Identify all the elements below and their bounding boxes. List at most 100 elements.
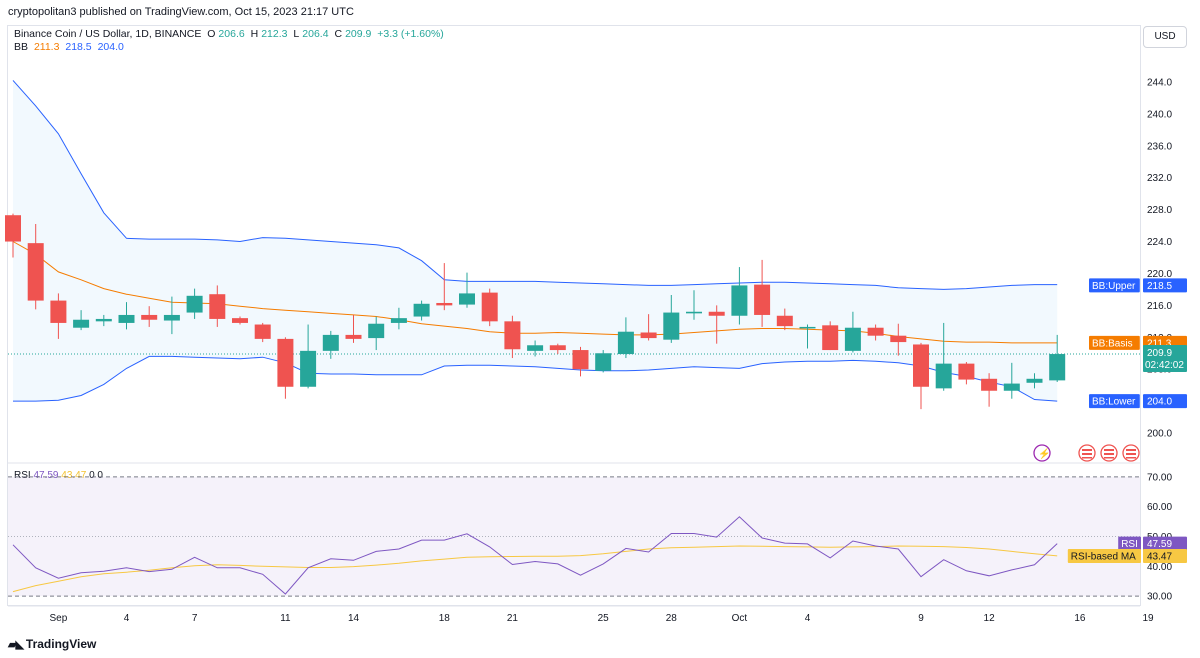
lightning-icon [1033,444,1051,462]
candle-body [776,315,793,327]
bb-lower-line [13,355,1058,402]
candle-body [27,243,44,301]
candle-body [572,350,589,370]
candle [799,324,816,349]
rsi-band-fill [8,476,1140,597]
time-tick-label: 7 [192,613,198,624]
candle-body [232,318,248,323]
bb-basis-tag-label-bg [1089,335,1140,350]
flag-stripe [1082,453,1092,455]
candle [981,373,998,407]
bb-band-fill [13,80,1058,402]
time-tick-label: 18 [439,613,451,624]
last-price-tag: 209.9 [1147,348,1172,359]
ohlc: O 206.6 H 212.3 L 206.4 C 209.9 +3.3 (+1.60%… [207,28,447,40]
rsi-ma-tag-value: 43.47 [1147,551,1172,562]
candle-body [504,321,521,350]
bb-label: BB [14,41,29,53]
rsi-ma-tag-label: RSI-based MA [1071,551,1136,562]
bb-lower-tag-label-bg [1089,394,1140,409]
time-tick-label: 9 [918,613,924,624]
candle-body [459,293,475,305]
time-tick-label: 4 [124,613,130,624]
price-tick-label: 228.0 [1147,205,1172,216]
candle-body [436,302,453,306]
bb-upper-tag-label: BB:Upper [1092,281,1136,292]
candle-body [1049,354,1066,381]
price-tick-label: 220.0 [1147,269,1172,280]
candle [686,290,702,320]
candle-body [5,215,21,242]
rsi-tick-label: 70.00 [1147,472,1172,483]
candle-body [345,334,362,339]
candle [209,285,226,327]
bb-basis-tag-value: 211.3 [1147,338,1172,349]
flag-stripe [1104,453,1114,455]
candle-body [686,311,702,314]
candle-body [617,331,634,355]
bb-lower-value: 204.0 [97,41,124,53]
flag-stripe [1126,449,1136,451]
candle-body [799,326,816,329]
close-label: C [334,28,343,40]
candle [459,272,475,308]
symbol-title: Binance Coin / US Dollar, 1D, BINANCE [14,28,202,40]
bb-upper-line [12,80,1058,290]
candle [776,308,793,331]
candle [232,316,248,325]
candle [322,330,339,359]
price-tick-label: 200.0 [1147,429,1172,440]
high-label: H [250,28,259,40]
bb-lower-tag-label: BB:Lower [1092,397,1136,408]
candle [5,213,21,258]
bb-basis-tag-label: BB:Basis [1092,338,1133,349]
candle [731,267,748,325]
candle [958,362,975,385]
candle-body [640,332,657,339]
time-tick-label: 16 [1074,613,1086,624]
rsi-tick-label: 30.00 [1147,592,1172,603]
rsi-tag: RSI 47.59 [1118,536,1187,551]
candle-body [209,294,226,319]
candle [844,311,861,353]
candle [254,322,271,343]
rsi-legend-z2: 0 [97,470,103,481]
candle-body [663,312,680,340]
candle-body [163,314,180,321]
low-label: L [293,28,300,40]
published-by: cryptopolitan3 published on TradingView.… [8,6,354,18]
price-tick-label: 236.0 [1147,141,1172,152]
tv-logo-icon: ▰◣ [8,639,24,651]
candle [617,317,634,359]
candle-body [844,327,861,351]
candle [50,293,67,339]
bb-upper-tag-label-bg [1089,278,1140,293]
rsi-ma-line [12,545,1058,593]
time-tick-label: 21 [507,613,519,624]
candle [73,310,90,331]
candle [118,302,135,330]
candle [163,296,180,335]
candle [390,307,407,330]
candle [1003,362,1020,399]
candle [527,340,544,357]
rsi-legend: RSI 47.59 43.47 0 0 [14,470,103,481]
candle [413,300,430,321]
bb-upper-value: 218.5 [65,41,92,53]
rsi-tick-label: 40.00 [1147,562,1172,573]
bb-lower-tag-value-bg [1143,394,1187,409]
candle-body [595,353,612,371]
change-value: +3.3 (+1.60%) [377,28,444,40]
candle-body [73,319,90,328]
currency-button[interactable]: USD [1143,26,1187,48]
rsi-tag-value-bg [1143,536,1187,551]
candle-body [549,345,566,351]
candle [890,323,907,356]
flag-stripe [1126,457,1136,459]
price-tick-label: 240.0 [1147,109,1172,120]
candle-body [1003,383,1020,391]
last-price-tag-bg [1143,345,1187,373]
rsi-tag-label: RSI [1121,539,1138,550]
